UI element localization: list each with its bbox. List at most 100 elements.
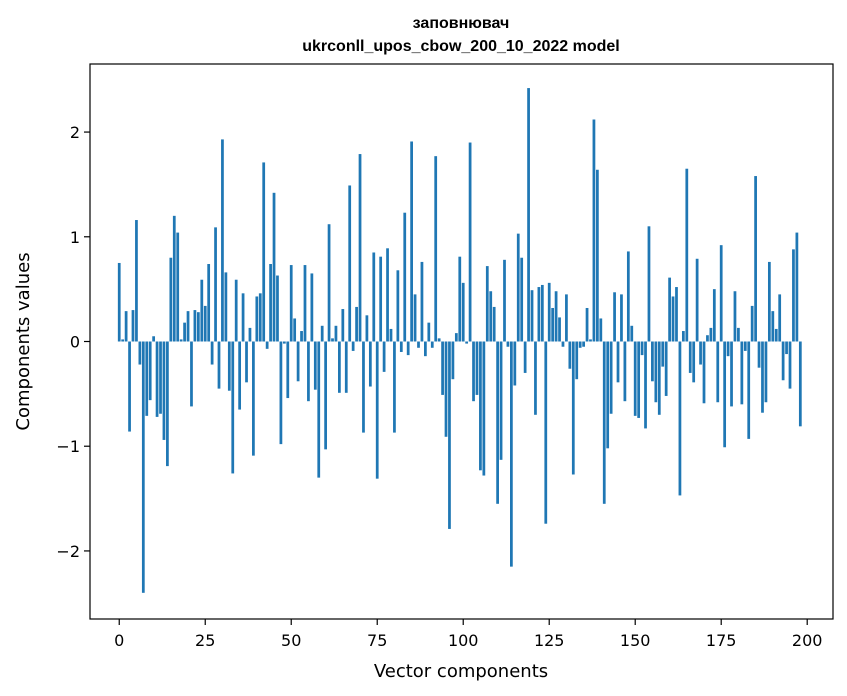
bar <box>675 287 678 342</box>
bar <box>482 341 486 476</box>
bar <box>217 341 221 389</box>
bar <box>764 341 768 403</box>
bar <box>183 322 186 342</box>
bar <box>169 257 173 342</box>
x-axis-label: Vector components <box>374 661 548 682</box>
bar <box>468 142 472 342</box>
bar <box>128 341 131 432</box>
bar <box>499 341 503 460</box>
bar <box>241 293 245 342</box>
bar <box>747 341 751 439</box>
bar <box>265 341 269 349</box>
bar <box>351 341 355 351</box>
bar <box>338 341 341 393</box>
bar <box>726 341 730 357</box>
bar <box>245 341 248 383</box>
bar <box>300 331 303 342</box>
bar <box>224 272 228 342</box>
bar <box>692 341 696 383</box>
plot-frame <box>89 63 834 620</box>
bar <box>145 341 149 416</box>
y-tick-label: 0 <box>70 333 80 352</box>
bar <box>344 341 348 393</box>
bar <box>368 341 372 387</box>
bar <box>719 245 723 342</box>
bar <box>798 341 802 427</box>
bar <box>293 318 297 342</box>
bar <box>155 341 159 417</box>
bar <box>444 341 448 437</box>
bars-group <box>117 88 806 593</box>
bar <box>231 341 235 474</box>
bar <box>527 88 530 342</box>
bar <box>461 282 465 342</box>
y-tick-label: −1 <box>56 437 80 456</box>
bar <box>389 328 393 342</box>
bar <box>441 341 444 395</box>
bar <box>186 311 190 342</box>
y-axis-ticks: −2 −1 0 1 2 <box>56 123 90 561</box>
bar <box>355 306 358 342</box>
bar <box>599 318 603 342</box>
bar <box>516 233 520 342</box>
x-axis-ticks: 0 25 50 75 100 125 150 175 200 <box>114 619 822 650</box>
bar <box>520 257 524 342</box>
bar <box>448 341 451 529</box>
bar <box>375 341 379 479</box>
bar <box>454 333 458 342</box>
bar <box>382 341 386 372</box>
bar <box>630 325 634 342</box>
bar <box>248 327 252 342</box>
bar <box>592 119 596 342</box>
bar <box>210 341 214 365</box>
bar <box>406 341 410 356</box>
bar <box>135 220 138 342</box>
bar <box>754 176 757 342</box>
bar <box>582 341 585 347</box>
bar <box>795 232 799 342</box>
bar <box>434 156 438 342</box>
bar <box>578 341 582 348</box>
bar <box>334 325 338 342</box>
bar <box>761 341 764 413</box>
bar <box>771 311 775 342</box>
bar <box>767 261 771 342</box>
bar <box>465 341 469 344</box>
bar <box>472 341 475 402</box>
bar <box>124 311 128 342</box>
y-axis-label: Components values <box>13 252 34 430</box>
x-tick-label: 25 <box>195 631 215 650</box>
bar <box>310 273 314 342</box>
bar <box>513 341 517 386</box>
bar <box>547 282 551 342</box>
bar <box>551 307 555 342</box>
bar <box>565 294 568 342</box>
bar <box>203 305 207 342</box>
bar <box>417 341 420 348</box>
bar <box>258 293 262 342</box>
bar <box>661 341 665 367</box>
bar <box>413 294 417 342</box>
bar <box>430 341 434 348</box>
bar <box>575 341 579 380</box>
bar <box>496 341 499 504</box>
bar <box>138 341 142 365</box>
bar <box>396 270 400 342</box>
bar <box>699 341 702 365</box>
bar <box>320 325 324 342</box>
bar <box>568 341 572 369</box>
bar <box>379 256 383 342</box>
bar <box>403 212 407 342</box>
bar <box>554 291 558 342</box>
bar <box>324 341 327 450</box>
bar <box>282 341 286 344</box>
bar <box>613 292 616 342</box>
bar <box>451 341 455 380</box>
bar <box>534 341 537 415</box>
bar <box>279 341 283 445</box>
bar <box>616 341 620 383</box>
bar <box>172 215 176 342</box>
bar <box>148 341 152 401</box>
bar <box>558 317 561 342</box>
bar <box>640 341 644 356</box>
